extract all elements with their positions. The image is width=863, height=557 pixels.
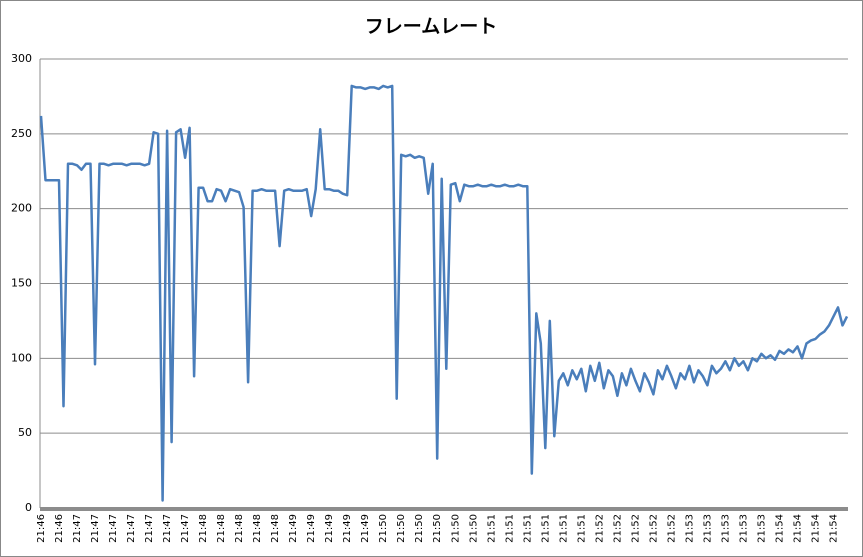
y-tick-label: 100 [11, 351, 32, 364]
x-tick-label: 21:51 [576, 514, 587, 543]
x-tick-label: 21:50 [396, 514, 407, 543]
x-tick-label: 21:48 [252, 514, 263, 543]
chart-title: フレームレート [365, 16, 497, 38]
x-tick-label: 21:50 [414, 514, 425, 543]
x-tick-label: 21:47 [144, 514, 155, 543]
x-tick-label: 21:52 [666, 514, 677, 543]
y-tick-label: 200 [11, 202, 32, 215]
x-tick-label: 21:50 [468, 514, 479, 543]
x-tick-label: 21:50 [450, 514, 461, 543]
x-tick-label: 21:49 [360, 514, 371, 543]
x-tick-label: 21:48 [270, 514, 281, 543]
x-tick-label: 21:48 [234, 514, 245, 543]
x-tick-label: 21:48 [198, 514, 209, 543]
y-tick-label: 250 [11, 127, 32, 140]
y-tick-label: 300 [11, 52, 32, 65]
x-tick-label: 21:52 [630, 514, 641, 543]
x-tick-label: 21:46 [36, 514, 47, 543]
x-tick-label: 21:54 [774, 514, 785, 543]
x-tick-label: 21:52 [648, 514, 659, 543]
x-tick-label: 21:50 [432, 514, 443, 543]
x-axis [40, 507, 848, 511]
line-series [39, 84, 849, 502]
x-tick-label: 21:50 [378, 514, 389, 543]
x-tick-label: 21:47 [72, 514, 83, 543]
x-tick-label: 21:53 [756, 514, 767, 543]
x-tick-label: 21:52 [612, 514, 623, 543]
x-tick-label: 21:47 [126, 514, 137, 543]
x-tick-label: 21:53 [720, 514, 731, 543]
x-tick-label: 21:52 [594, 514, 605, 543]
x-tick-label: 21:48 [216, 514, 227, 543]
x-tick-label: 21:53 [684, 514, 695, 543]
x-tick-label: 21:54 [792, 514, 803, 543]
x-tick-label: 21:49 [324, 514, 335, 543]
x-tick-label: 21:49 [306, 514, 317, 543]
x-tick-label: 21:53 [702, 514, 713, 543]
y-tick-label: 0 [25, 501, 32, 514]
x-tick-label: 21:49 [342, 514, 353, 543]
x-tick-label: 21:54 [810, 514, 821, 543]
x-tick-label: 21:47 [180, 514, 191, 543]
x-tick-label: 21:51 [486, 514, 497, 543]
x-tick-label: 21:53 [738, 514, 749, 543]
x-tick-label: 21:54 [828, 514, 839, 543]
y-tick-label: 150 [11, 277, 32, 290]
x-tick-label: 21:49 [288, 514, 299, 543]
x-tick-label: 21:51 [504, 514, 515, 543]
x-tick-label: 21:51 [558, 514, 569, 543]
x-tick-label: 21:47 [162, 514, 173, 543]
y-tick-label: 50 [18, 426, 32, 439]
x-tick-label: 21:46 [54, 514, 65, 543]
x-tick-label: 21:51 [540, 514, 551, 543]
x-tick-label: 21:51 [522, 514, 533, 543]
x-tick-label: 21:47 [108, 514, 119, 543]
x-tick-label: 21:47 [90, 514, 101, 543]
